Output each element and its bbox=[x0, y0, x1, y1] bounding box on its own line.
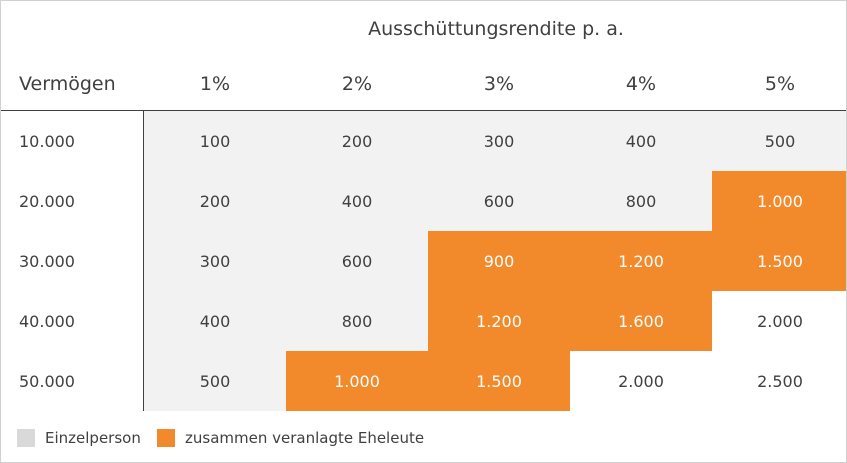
table-cell: 1.200 bbox=[570, 231, 712, 291]
caption: Ausschüttungsrendite p. a. bbox=[368, 18, 624, 40]
table-cell: 1.500 bbox=[712, 231, 846, 291]
column-rule bbox=[143, 111, 144, 411]
column-header: 5% bbox=[764, 73, 796, 95]
table-cell: 2.000 bbox=[570, 351, 712, 411]
row-label: 30.000 bbox=[19, 251, 75, 271]
table-cell: 600 bbox=[428, 171, 570, 231]
table-cell: 600 bbox=[286, 231, 428, 291]
table-cell: 1.000 bbox=[286, 351, 428, 411]
column-header: 4% bbox=[625, 73, 657, 95]
table-cell: 2.000 bbox=[712, 291, 846, 351]
table-cell: 800 bbox=[570, 171, 712, 231]
table-cell: 200 bbox=[286, 111, 428, 171]
table-cell: 1.200 bbox=[428, 291, 570, 351]
row-header-title: Vermögen bbox=[19, 73, 116, 95]
legend-swatch bbox=[17, 429, 35, 447]
table-cell: 400 bbox=[570, 111, 712, 171]
table-cell: 1.600 bbox=[570, 291, 712, 351]
table-cell: 900 bbox=[428, 231, 570, 291]
column-header: 2% bbox=[341, 73, 373, 95]
column-header: 1% bbox=[199, 73, 231, 95]
legend-swatch bbox=[157, 429, 175, 447]
table-cell: 400 bbox=[144, 291, 286, 351]
legend-label: zusammen veranlagte Eheleute bbox=[185, 429, 425, 447]
row-label: 40.000 bbox=[19, 311, 75, 331]
table-cell: 200 bbox=[144, 171, 286, 231]
table-cell: 400 bbox=[286, 171, 428, 231]
legend-label: Einzelperson bbox=[45, 429, 141, 447]
table-cell: 1.000 bbox=[712, 171, 846, 231]
row-label: 20.000 bbox=[19, 191, 75, 211]
table-cell: 300 bbox=[428, 111, 570, 171]
table-cell: 2.500 bbox=[712, 351, 846, 411]
table-cell: 100 bbox=[144, 111, 286, 171]
table-cell: 500 bbox=[712, 111, 846, 171]
table-cell: 1.500 bbox=[428, 351, 570, 411]
column-header: 3% bbox=[483, 73, 515, 95]
table-cell: 800 bbox=[286, 291, 428, 351]
table-cell: 300 bbox=[144, 231, 286, 291]
table-cell: 500 bbox=[144, 351, 286, 411]
row-label: 10.000 bbox=[19, 131, 75, 151]
row-label: 50.000 bbox=[19, 371, 75, 391]
header-rule bbox=[1, 110, 846, 111]
